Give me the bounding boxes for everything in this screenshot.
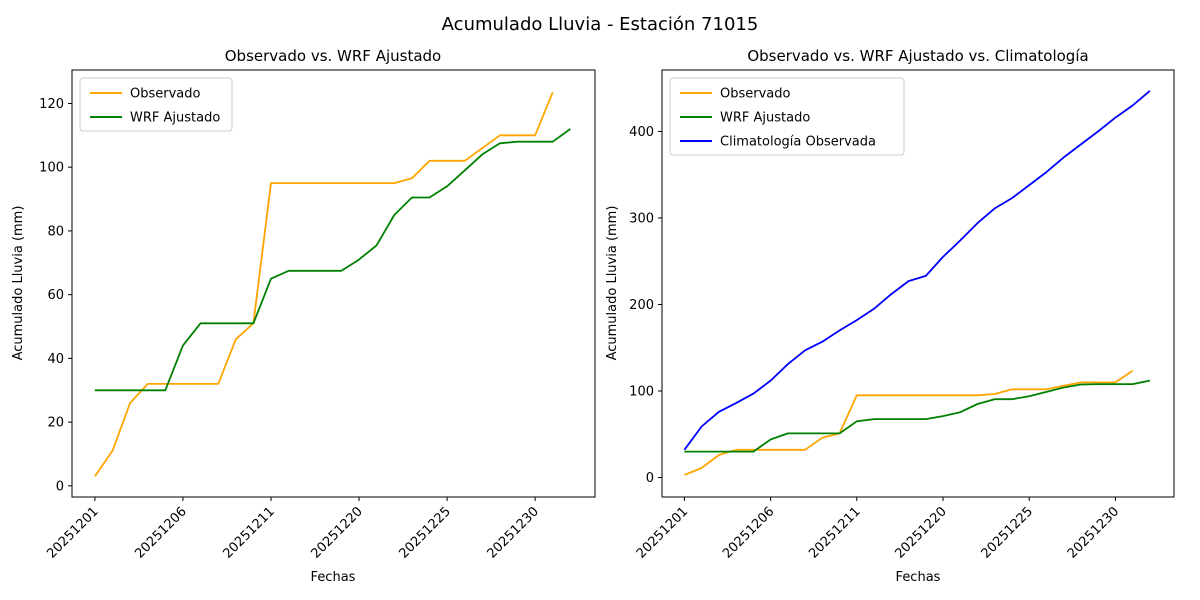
figure-title: Acumulado Lluvia - Estación 71015 xyxy=(442,14,759,35)
y-tick-label: 300 xyxy=(629,211,654,226)
x-tick-label: 20251230 xyxy=(1065,504,1122,561)
legend-label: Observado xyxy=(130,87,201,102)
y-tick-label: 100 xyxy=(629,385,654,400)
left-x-axis-label: Fechas xyxy=(311,570,356,585)
series-line-observado xyxy=(94,91,554,477)
series-line-observado xyxy=(684,369,1134,476)
x-tick-label: 20251206 xyxy=(720,504,777,561)
x-tick-label: 20251201 xyxy=(44,504,101,561)
legend-label: WRF Ajustado xyxy=(720,111,810,126)
left-chart-title: Observado vs. WRF Ajustado xyxy=(225,47,441,65)
y-tick-label: 20 xyxy=(47,416,64,431)
series-line-climatología-observada xyxy=(683,90,1151,451)
series-line-wrf-ajustado xyxy=(684,379,1151,453)
x-tick-label: 20251225 xyxy=(397,504,454,561)
legend xyxy=(669,77,905,156)
x-tick-label: 20251206 xyxy=(132,504,189,561)
right-x-axis-label: Fechas xyxy=(896,570,941,585)
legend-label: WRF Ajustado xyxy=(130,111,220,126)
x-tick-label: 20251220 xyxy=(308,504,365,561)
y-tick-label: 200 xyxy=(629,298,654,313)
y-tick-label: 40 xyxy=(47,352,64,367)
plot-frame xyxy=(71,69,596,498)
left-y-axis-label: Acumulado Lluvia (mm) xyxy=(11,206,26,361)
y-tick-label: 80 xyxy=(47,224,64,239)
y-tick-label: 120 xyxy=(39,97,64,112)
x-tick-label: 20251211 xyxy=(220,504,277,561)
x-tick-label: 20251211 xyxy=(806,504,863,561)
series-line-wrf-ajustado xyxy=(94,128,571,392)
y-tick-label: 0 xyxy=(56,479,64,494)
y-tick-label: 0 xyxy=(646,471,654,486)
y-tick-label: 100 xyxy=(39,161,64,176)
legend-label: Observado xyxy=(720,87,791,102)
plot-frame xyxy=(661,69,1175,498)
y-tick-label: 60 xyxy=(47,288,64,303)
x-tick-label: 20251225 xyxy=(979,504,1036,561)
right-chart-title: Observado vs. WRF Ajustado vs. Climatolo… xyxy=(747,47,1088,65)
x-tick-label: 20251230 xyxy=(485,504,542,561)
right-y-axis-label: Acumulado Lluvia (mm) xyxy=(605,206,620,361)
x-tick-label: 20251220 xyxy=(892,504,949,561)
x-tick-label: 20251201 xyxy=(634,504,691,561)
y-tick-label: 400 xyxy=(629,125,654,140)
legend-label: Climatología Observada xyxy=(720,135,876,150)
